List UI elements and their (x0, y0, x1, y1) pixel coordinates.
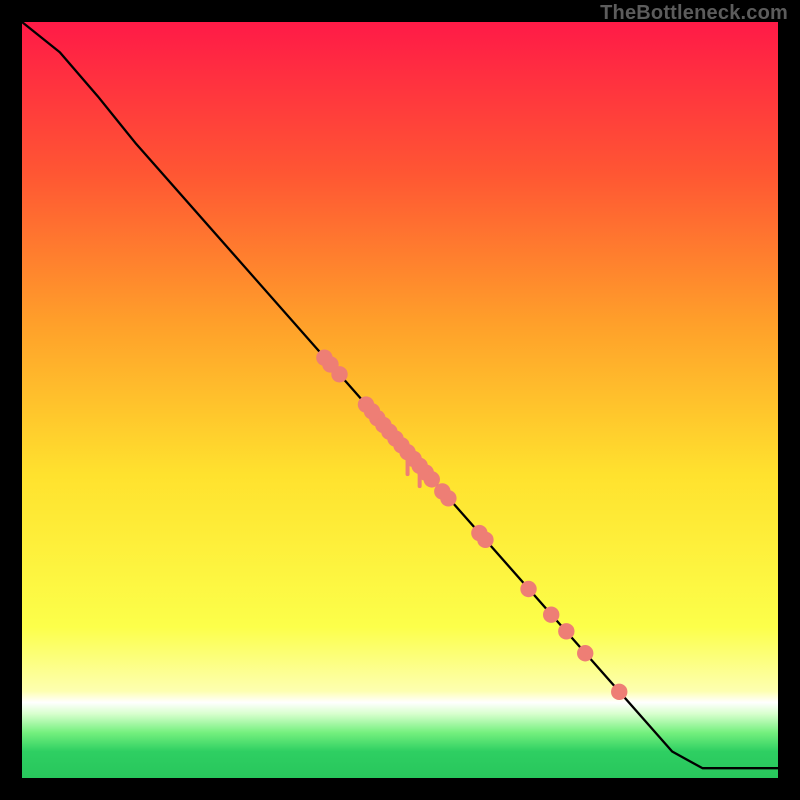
data-marker (543, 607, 559, 623)
watermark-text: TheBottleneck.com (600, 2, 788, 25)
data-marker (611, 684, 627, 700)
trend-line (22, 22, 778, 768)
data-marker (440, 490, 456, 506)
chart-svg (22, 22, 778, 778)
data-marker (577, 645, 593, 661)
data-marker (558, 623, 574, 639)
data-marker (520, 581, 536, 597)
data-marker (331, 366, 347, 382)
data-marker (477, 532, 493, 548)
